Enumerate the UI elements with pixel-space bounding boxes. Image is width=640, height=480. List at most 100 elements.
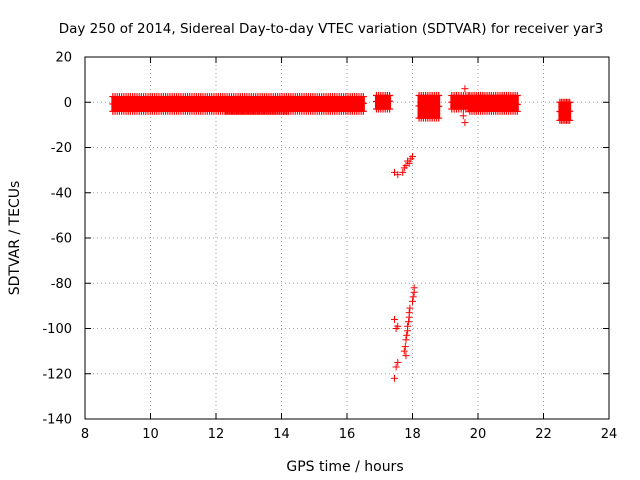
data-band <box>255 99 259 112</box>
data-point <box>461 85 469 93</box>
grid <box>85 57 609 419</box>
data-band <box>175 96 179 112</box>
data-band <box>250 99 254 112</box>
data-band <box>150 96 154 112</box>
data-band <box>183 96 187 112</box>
data-point <box>405 159 413 167</box>
data-band <box>500 95 504 112</box>
data-band <box>313 96 317 112</box>
data-band <box>181 96 185 112</box>
data-point <box>409 297 416 305</box>
data-band <box>257 99 261 112</box>
data-band <box>505 95 509 112</box>
data-band <box>361 96 365 112</box>
data-band <box>264 99 268 112</box>
data-point <box>410 284 418 292</box>
data-point <box>404 322 412 330</box>
data-point <box>405 309 413 317</box>
data-band <box>277 99 281 112</box>
chart-title: Day 250 of 2014, Sidereal Day-to-day VTE… <box>59 21 604 37</box>
data-point <box>390 374 398 382</box>
data-band <box>172 96 176 112</box>
data-point <box>459 112 467 120</box>
data-band <box>161 96 165 112</box>
data-band <box>155 96 159 112</box>
data-point <box>402 352 410 360</box>
data-band <box>295 96 299 112</box>
data-band <box>476 95 480 112</box>
data-segment <box>466 91 521 115</box>
data-band <box>133 96 137 112</box>
data-band <box>253 99 257 112</box>
data-band <box>179 96 183 112</box>
data-band <box>144 96 148 112</box>
data-band <box>424 95 428 119</box>
data-band <box>479 95 483 112</box>
data-band <box>383 95 387 110</box>
data-point <box>401 343 409 351</box>
data-band <box>153 96 157 112</box>
data-band <box>146 96 150 112</box>
data-band <box>377 95 381 110</box>
data-point <box>400 347 408 355</box>
data-band <box>513 95 517 112</box>
y-tick-label: 20 <box>55 51 72 66</box>
data-band <box>190 96 194 112</box>
data-band <box>466 95 470 110</box>
data-point <box>405 318 413 326</box>
data-band <box>248 99 252 112</box>
data-band <box>275 99 279 112</box>
data-point <box>409 153 416 161</box>
data-band <box>311 96 315 112</box>
data-band <box>385 95 389 110</box>
data-band <box>306 96 310 112</box>
x-tick-label: 20 <box>470 427 487 442</box>
data-band <box>268 99 272 112</box>
data-band <box>170 96 174 112</box>
data-band <box>199 96 203 112</box>
data-band <box>485 95 489 112</box>
data-point <box>392 363 400 371</box>
data-band <box>279 99 283 112</box>
data-band <box>509 95 513 112</box>
data-band <box>284 99 288 112</box>
data-point <box>461 119 469 127</box>
y-tick-label: -120 <box>42 367 72 382</box>
data-band <box>137 96 141 112</box>
plot-frame <box>84 56 610 420</box>
data-point <box>392 325 400 332</box>
x-tick-label: 18 <box>404 427 421 442</box>
data-segment <box>556 98 574 124</box>
data-band <box>293 96 297 112</box>
x-tick-label: 10 <box>142 427 159 442</box>
data-point <box>403 331 411 339</box>
data-band <box>300 96 304 112</box>
data-band <box>186 96 190 112</box>
data-band <box>159 96 163 112</box>
data-band <box>157 96 161 112</box>
data-points <box>109 85 574 382</box>
data-band <box>291 96 295 112</box>
data-band <box>135 96 139 112</box>
x-axis: 8 10 12 14 16 18 20 22 24 <box>81 57 617 442</box>
data-band <box>388 95 392 110</box>
data-band <box>421 95 425 119</box>
data-point <box>390 315 398 323</box>
data-band <box>309 96 313 112</box>
data-band <box>273 99 277 112</box>
data-segment <box>222 96 292 115</box>
data-point <box>394 358 402 366</box>
data-band <box>374 95 378 110</box>
data-band <box>148 96 152 112</box>
data-band <box>262 99 266 112</box>
data-band <box>266 99 270 112</box>
data-band <box>197 96 201 112</box>
y-tick-label: -60 <box>51 232 72 247</box>
data-band <box>379 95 383 110</box>
y-tick-label: -80 <box>51 277 72 292</box>
data-segment <box>372 91 394 113</box>
data-band <box>192 96 196 112</box>
data-band <box>496 95 500 112</box>
data-band <box>487 95 491 112</box>
